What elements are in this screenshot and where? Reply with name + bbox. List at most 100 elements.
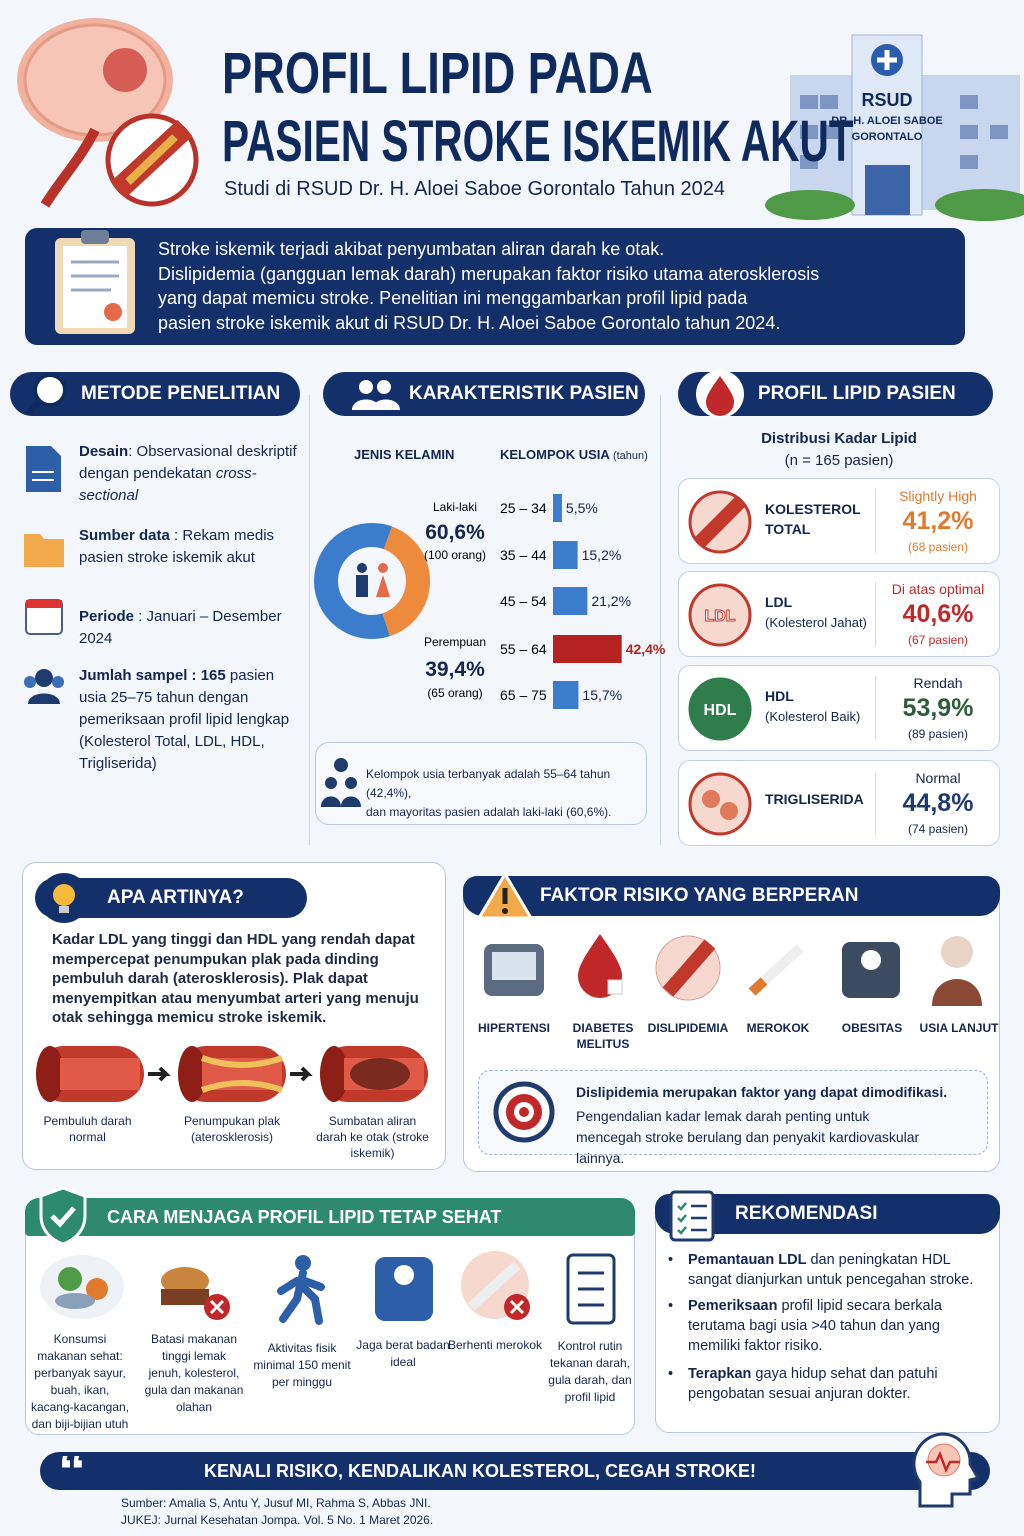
tip: Konsumsi makanan sehat: perbanyak sayur,… <box>30 1332 130 1431</box>
age-value: 21,2% <box>591 593 631 609</box>
path <box>39 1186 87 1246</box>
circle <box>378 563 388 573</box>
circle <box>33 373 67 407</box>
lipid-card: LDL LDL (Kolesterol Jahat) Di atas optimal 4… <box>678 571 1000 657</box>
circle <box>24 676 36 688</box>
rect <box>161 1289 209 1305</box>
lipid-name: HDL <box>765 688 794 704</box>
healthy-icons <box>40 1251 616 1325</box>
chart-heading: JENIS KELAMIN <box>354 447 455 462</box>
people-icon <box>321 758 361 807</box>
rect <box>820 125 838 139</box>
rect <box>375 1257 433 1321</box>
lipid-percent: 53,9% <box>902 694 974 722</box>
method-label: Desain <box>79 443 129 460</box>
method-label: Sumber data <box>79 527 170 544</box>
risk-factor: DISLIPIDEMIA <box>647 1021 729 1035</box>
method-label: Jumlah sampel : 165 <box>79 667 226 684</box>
path <box>28 693 60 704</box>
brain-head-icon <box>912 1432 981 1508</box>
lipid-status: Slightly High <box>899 488 977 504</box>
method-text: : Rekam medis pasien stroke iskemik akut <box>79 527 275 566</box>
rect <box>356 575 368 597</box>
note-line: Kelompok usia terbanyak adalah 55–64 tah… <box>366 767 611 800</box>
intro-line: Stroke iskemik terjadi akibat penyumbata… <box>158 239 665 259</box>
circle <box>359 380 373 394</box>
lipid-subtitle: Distribusi Kadar Lipid <box>761 430 917 447</box>
a: Kelompok usia terbanyak adalah 55–64 tah… <box>366 765 646 822</box>
path <box>71 260 119 292</box>
path <box>40 127 100 208</box>
stage-label: Penumpukan plak (aterosklerosis) <box>183 1114 281 1144</box>
tip: Jaga berat badan ideal <box>356 1338 450 1369</box>
path <box>926 1450 960 1474</box>
age-bar <box>553 587 588 615</box>
icon-ring <box>688 677 752 741</box>
intro-line: yang dapat memicu stroke. Penelitian ini… <box>158 288 748 308</box>
hospital-line: GORONTALO <box>851 131 923 143</box>
circle <box>53 884 75 906</box>
section-header: CARA MENJAGA PROFIL LIPID TETAP SEHAT <box>25 1198 635 1236</box>
circle <box>334 758 348 772</box>
rect <box>59 906 69 913</box>
note-title: Dislipidemia merupakan faktor yang dapat… <box>576 1084 948 1100</box>
path <box>201 1055 283 1093</box>
circle <box>927 1443 961 1477</box>
lipid-sub: (Kolesterol Baik) <box>765 709 861 724</box>
ellipse <box>36 1046 64 1102</box>
lipid-icon: LDL <box>688 583 752 647</box>
gender-count: (100 orang) <box>424 548 486 562</box>
intro-box: Stroke iskemik terjadi akibat penyumbata… <box>25 228 965 345</box>
rect <box>26 600 62 608</box>
a: Jumlah sampel : 165 pasien usia 25–75 ta… <box>79 665 304 775</box>
path <box>321 796 361 807</box>
rect <box>960 155 978 169</box>
blood-icon <box>696 370 744 418</box>
circle <box>86 1278 108 1300</box>
path <box>877 50 897 70</box>
a: KELOMPOK USIA (tahun) <box>500 447 648 462</box>
lipid-n: (n = 165 pasien) <box>784 452 894 469</box>
path <box>677 1202 687 1235</box>
lipid-percent: 41,2% <box>902 507 974 535</box>
age-value: 15,2% <box>582 547 622 563</box>
path <box>277 1269 325 1325</box>
rect <box>990 125 1008 139</box>
rect <box>820 95 838 109</box>
circle <box>52 676 64 688</box>
lipid-name: TRIGLISERIDA <box>765 791 864 807</box>
rect <box>492 952 536 980</box>
lipid-count: (67 pasien) <box>907 633 969 647</box>
method-italic: cross-sectional <box>79 465 257 504</box>
icon-cell <box>702 790 720 808</box>
age-value: 15,7% <box>582 687 622 703</box>
lipid-name: TOTAL <box>765 521 811 537</box>
lipid-icon <box>688 490 752 554</box>
path <box>748 977 768 996</box>
lipid-status: Di atas optimal <box>891 581 985 597</box>
circle <box>104 303 122 321</box>
reco-text: profil lipid secara berkala terutama bag… <box>688 1298 942 1354</box>
source-line: JUKEJ: Jurnal Kesehatan Jompa. Vol. 5 No… <box>121 1513 434 1527</box>
path <box>25 398 43 417</box>
a: Periode : Januari – Desember 2024 <box>79 606 309 650</box>
a: • <box>668 1252 674 1268</box>
a: Sumber data : Rekam medis pasien stroke … <box>79 525 304 569</box>
search-icon <box>25 373 67 417</box>
note-line: dan mayoritas pasien adalah laki-laki (6… <box>366 805 612 819</box>
path <box>578 1271 604 1307</box>
path <box>32 471 54 481</box>
div: • Pemeriksaan profil lipid secara berkala… <box>668 1296 988 1356</box>
ellipse <box>935 189 1024 221</box>
a: • <box>668 1366 674 1382</box>
separator <box>875 582 876 646</box>
a: Stroke iskemik terjadi akibat penyumbata… <box>158 237 819 335</box>
risk-icons <box>484 934 982 1006</box>
stage-label: Sumbatan aliran darah ke otak (stroke is… <box>316 1114 429 1160</box>
title-line: PASIEN STROKE ISKEMIK AKUT <box>222 109 854 174</box>
circle <box>103 48 147 92</box>
lipid-count: (68 pasien) <box>907 540 969 554</box>
age-bar <box>553 494 562 522</box>
risk-factor: OBESITAS <box>841 1021 903 1035</box>
